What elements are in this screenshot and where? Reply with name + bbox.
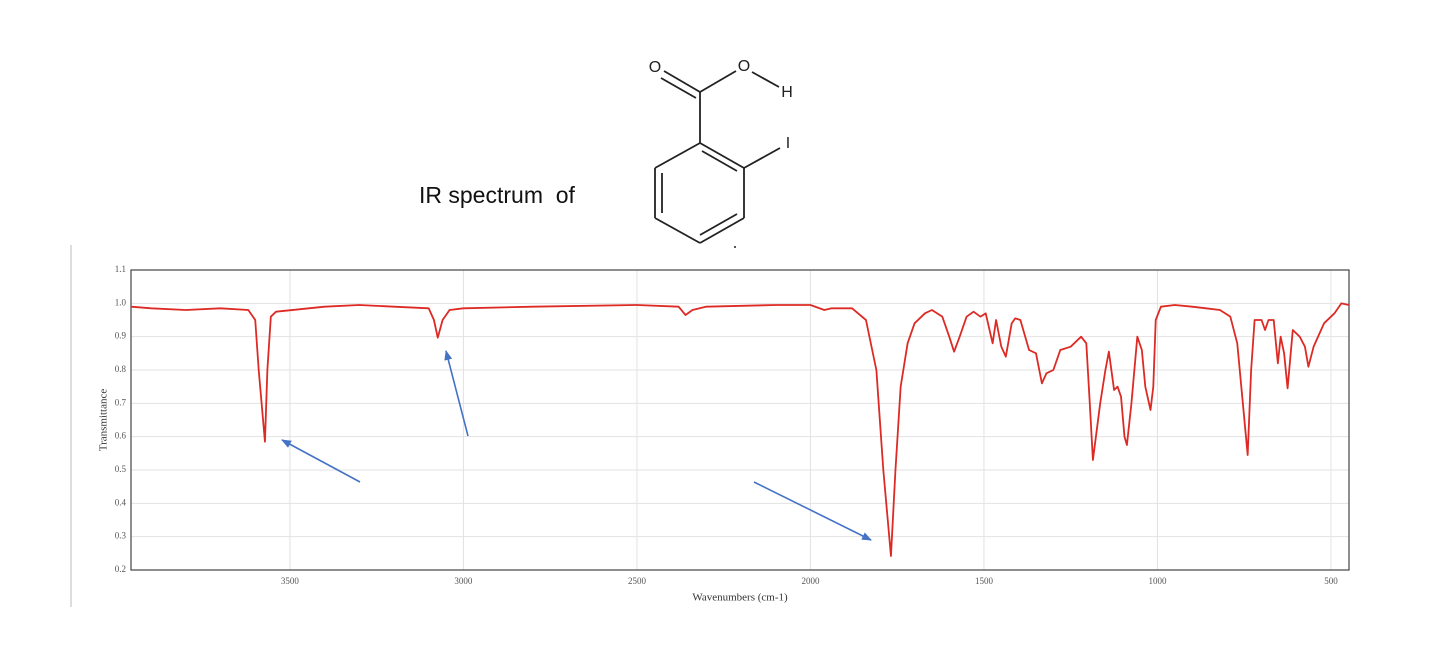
y-tick-label: 0.5 [115,464,127,474]
y-tick-label: 0.2 [115,564,126,574]
annotations [281,350,872,541]
x-tick-label: 500 [1324,576,1338,586]
y-axis-label: Transmittance [98,389,110,452]
y-tick-label: 0.6 [115,431,127,441]
x-tick-label: 3500 [281,576,300,586]
arrow [281,439,361,483]
y-tick-label: 0.7 [115,397,127,407]
plot-frame [130,269,1350,571]
x-tick-label: 1000 [1148,576,1167,586]
x-tick-label: 3000 [454,576,473,586]
y-tick-label: 0.8 [115,364,127,374]
arrow [753,481,872,541]
molecule: O O H I [649,58,793,248]
y-tick-label: 1.0 [115,297,127,307]
atom-label: O [649,59,661,76]
y-tick-label: 0.4 [115,497,127,507]
plot: 0.2 0.3 0.4 0.5 0.6 0.7 0.8 0.9 1.0 1.1 3500 3000 25… [98,264,1350,604]
x-tick-label: 2500 [628,576,647,586]
x-tick-label: 2000 [801,576,820,586]
y-tick-label: 1.1 [115,264,126,274]
x-axis-label: Wavenumbers (cm-1) [692,592,788,604]
atom-label: O [738,58,750,75]
atom-label: I [786,135,790,152]
atom-label: H [781,84,793,101]
arrow [444,350,469,437]
spectrum-line [130,302,1350,557]
x-tick-label: 1500 [975,576,994,586]
y-tick-label: 0.9 [115,331,127,341]
heading: IR spectrum of [419,182,576,208]
y-tick-label: 0.3 [115,531,127,541]
